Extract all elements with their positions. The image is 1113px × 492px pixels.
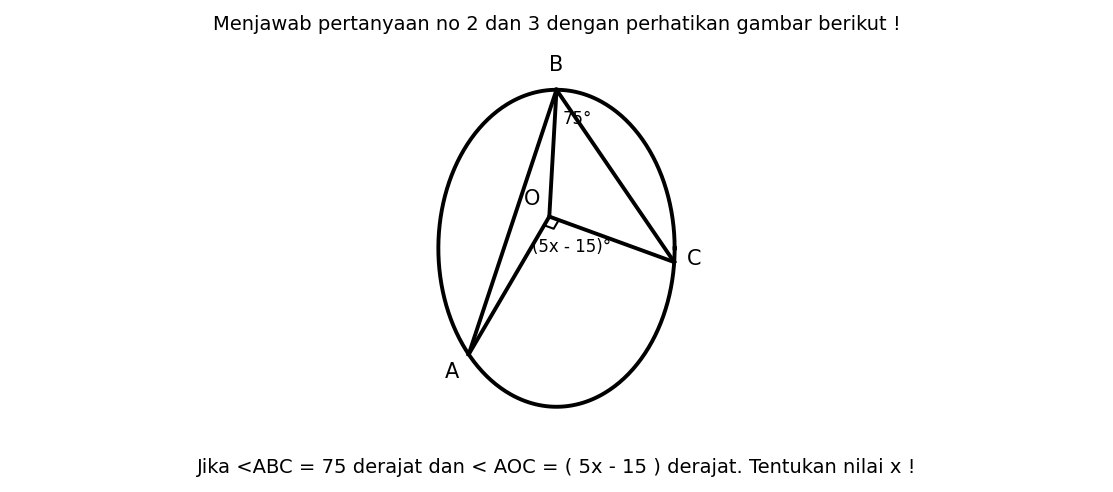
Text: C: C <box>687 249 701 269</box>
Text: A: A <box>444 362 459 381</box>
Text: (5x - 15)°: (5x - 15)° <box>532 238 611 256</box>
Text: B: B <box>550 56 563 75</box>
Text: Jika <ABC = 75 derajat dan < AOC = ( 5x - 15 ) derajat. Tentukan nilai x !: Jika <ABC = 75 derajat dan < AOC = ( 5x … <box>197 458 916 477</box>
Text: 75°: 75° <box>562 110 592 128</box>
Text: O: O <box>524 189 540 210</box>
Text: Menjawab pertanyaan no 2 dan 3 dengan perhatikan gambar berikut !: Menjawab pertanyaan no 2 dan 3 dengan pe… <box>213 15 900 34</box>
